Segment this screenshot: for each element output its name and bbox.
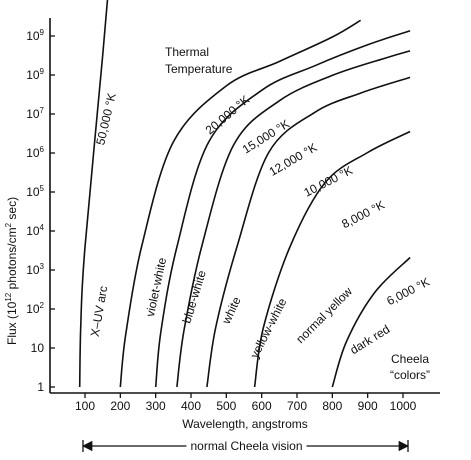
y-ticks: 1 10 102 103 104 105 106 107 109 109 — [26, 28, 55, 394]
band-label: normal yellow — [293, 284, 355, 346]
curve-1 — [119, 19, 362, 388]
annotation-line2: “colors” — [390, 368, 430, 382]
annotation-line1: Cheela — [391, 352, 429, 366]
x-tick-label: 300 — [146, 399, 166, 413]
temperature-label: 12,000 °K — [267, 140, 320, 179]
band-label: yellow-white — [247, 296, 289, 361]
curve-6 — [331, 256, 411, 388]
y-tick-label: 102 — [26, 301, 44, 316]
range-label: normal Cheela vision — [190, 439, 302, 453]
y-tick-label: 109 — [26, 28, 44, 43]
y-tick-label: 107 — [26, 106, 44, 121]
band-label: blue-white — [179, 268, 208, 325]
curve-5 — [253, 130, 411, 388]
x-tick-label: 700 — [287, 399, 307, 413]
x-axis-title: Wavelength, angstroms — [182, 417, 308, 431]
legend-title-line1: Thermal — [165, 45, 209, 59]
temperature-label: 15,000 °K — [240, 117, 292, 157]
x-tick-label: 900 — [358, 399, 378, 413]
y-tick-label: 105 — [26, 184, 44, 199]
x-tick-label: 600 — [252, 399, 272, 413]
legend-title-line2: Temperature — [165, 62, 233, 76]
y-tick-label: 10 — [31, 341, 45, 355]
y-tick-label: 103 — [26, 262, 44, 277]
x-tick-label: 800 — [322, 399, 342, 413]
x-tick-label: 1000 — [390, 399, 417, 413]
curves — [78, 0, 411, 388]
band-label: dark red — [348, 322, 393, 357]
x-tick-label: 500 — [216, 399, 236, 413]
x-tick-label: 200 — [110, 399, 130, 413]
y-tick-label: 1 — [37, 380, 44, 394]
band-label: X–UV arc — [88, 285, 111, 338]
range-label-bg — [186, 438, 307, 454]
x-ticks: 100 200 300 400 500 600 700 800 900 1000 — [75, 393, 417, 413]
curve-3 — [176, 50, 411, 388]
y-tick-label: 104 — [26, 223, 44, 238]
y-axis-title: Flux (1012 photons/cm2 sec) — [4, 197, 19, 345]
temperature-label: 8,000 °K — [339, 198, 386, 231]
curve-0 — [78, 0, 109, 388]
y-tick-label: 106 — [26, 145, 44, 160]
y-tick-label: 109 — [26, 67, 44, 82]
temperature-label: 10,000 °K — [301, 163, 354, 199]
curve-4 — [206, 76, 411, 388]
temperature-label: 6,000 °K — [384, 275, 431, 308]
x-tick-label: 400 — [181, 399, 201, 413]
curve-2 — [154, 30, 411, 388]
x-tick-label: 100 — [75, 399, 95, 413]
